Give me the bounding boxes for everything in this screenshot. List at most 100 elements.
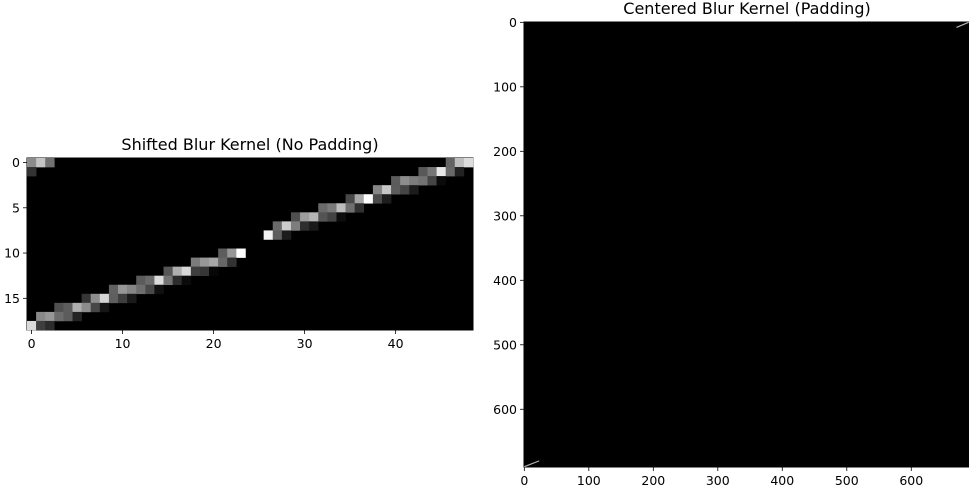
heatmap-cell [108, 293, 119, 304]
heatmap-cell [163, 266, 173, 276]
heatmap-cell [463, 158, 474, 168]
heatmap-cell [72, 302, 82, 313]
heatmap-cell [145, 275, 155, 286]
heatmap-cell [63, 311, 73, 322]
right-corner-marks [524, 21, 969, 468]
y-tick-label: 10 [4, 246, 20, 261]
y-tick-label: 0 [12, 155, 20, 170]
heatmap-cell [400, 185, 410, 195]
y-tick-label: 400 [493, 273, 517, 288]
heatmap-cell [318, 203, 328, 213]
heatmap-cell [54, 302, 64, 313]
heatmap-cell [309, 212, 319, 222]
heatmap-cell [281, 230, 292, 240]
heatmap-cell [445, 158, 456, 168]
y-tick-label: 200 [493, 144, 517, 159]
x-tick-label: 10 [115, 336, 131, 351]
heatmap-cell [445, 167, 456, 177]
x-tick-label: 40 [388, 336, 404, 351]
heatmap-cell [418, 167, 428, 177]
heatmap-cell [272, 230, 283, 240]
y-tick-label: 500 [493, 337, 517, 352]
x-tick-label: 0 [28, 336, 36, 351]
heatmap-cell [300, 212, 310, 222]
heatmap-cell [327, 212, 337, 222]
heatmap-cell [45, 320, 55, 331]
heatmap-cell [227, 257, 237, 267]
heatmap-cell [372, 185, 383, 195]
heatmap-cell [36, 311, 46, 322]
y-tick-label: 100 [493, 79, 517, 94]
left-heatmap-cells [27, 158, 474, 331]
heatmap-cell [345, 203, 355, 213]
right-axis-ticks: 0 100 200 300 400 500 600 0 100 200 300 400 500 600 [493, 15, 923, 488]
heatmap-cell [354, 194, 365, 204]
heatmap-cell [218, 257, 228, 267]
heatmap-cell [454, 167, 465, 177]
heatmap-cell [427, 167, 437, 177]
heatmap-cell [199, 257, 210, 267]
heatmap-cell [381, 185, 392, 195]
heatmap-cell [418, 176, 428, 186]
heatmap-cell [190, 257, 201, 267]
heatmap-cell [227, 248, 237, 258]
heatmap-cell [27, 158, 37, 168]
heatmap-cell [354, 203, 365, 213]
heatmap-cell [218, 248, 228, 258]
heatmap-cell [54, 311, 64, 322]
heatmap-cell [154, 275, 164, 286]
x-tick-label: 200 [641, 473, 665, 488]
x-tick-label: 300 [706, 473, 730, 488]
kernel-mark [956, 21, 969, 29]
x-tick-label: 500 [835, 473, 859, 488]
heatmap-cell [172, 266, 183, 276]
heatmap-cell [127, 284, 137, 295]
y-tick-label: 5 [12, 200, 20, 215]
heatmap-cell [318, 212, 328, 222]
right-heatmap: Centered Blur Kernel (Padding) 0 100 200 30… [493, 0, 969, 488]
heatmap-cell [263, 230, 274, 240]
heatmap-cell [136, 284, 146, 295]
heatmap-cell [427, 176, 437, 186]
heatmap-cell [127, 293, 137, 304]
heatmap-cell [118, 293, 128, 304]
x-tick-label: 600 [899, 473, 923, 488]
heatmap-cell [336, 203, 346, 213]
heatmap-cell [391, 176, 401, 186]
heatmap-cell [81, 293, 92, 304]
heatmap-cell [36, 320, 46, 331]
heatmap-cell [209, 257, 219, 267]
heatmap-cell [90, 302, 101, 313]
heatmap-cell [381, 194, 392, 204]
left-chart-title: Shifted Blur Kernel (No Padding) [121, 135, 378, 154]
right-plot-frame [523, 21, 969, 468]
right-chart-title: Centered Blur Kernel (Padding) [623, 0, 870, 18]
heatmap-cell [436, 167, 446, 177]
heatmap-cell [72, 311, 82, 322]
heatmap-cell [409, 176, 419, 186]
heatmap-cell [199, 266, 210, 276]
x-tick-label: 0 [520, 473, 528, 488]
heatmap-cell [372, 194, 383, 204]
kernel-mark [524, 460, 540, 468]
heatmap-cell [181, 266, 192, 276]
heatmap-cell [172, 275, 183, 286]
heatmap-cell [81, 302, 92, 313]
heatmap-cell [363, 194, 374, 204]
heatmap-cell [336, 212, 346, 222]
y-tick-label: 0 [509, 15, 517, 30]
left-heatmap: Shifted Blur Kernel (No Padding) 0 10 20 30… [4, 135, 474, 351]
left-axis-ticks: 0 10 20 30 40 0 5 10 15 [4, 155, 404, 351]
heatmap-cell [36, 158, 46, 168]
x-tick-label: 20 [206, 336, 222, 351]
y-tick-label: 600 [493, 402, 517, 417]
heatmap-cell [163, 275, 173, 286]
heatmap-cell [454, 158, 465, 168]
heatmap-cell [118, 284, 128, 295]
heatmap-cell [136, 275, 146, 286]
heatmap-cell [181, 275, 192, 286]
heatmap-cell [327, 203, 337, 213]
heatmap-cell [236, 248, 246, 258]
y-tick-label: 15 [4, 291, 20, 306]
